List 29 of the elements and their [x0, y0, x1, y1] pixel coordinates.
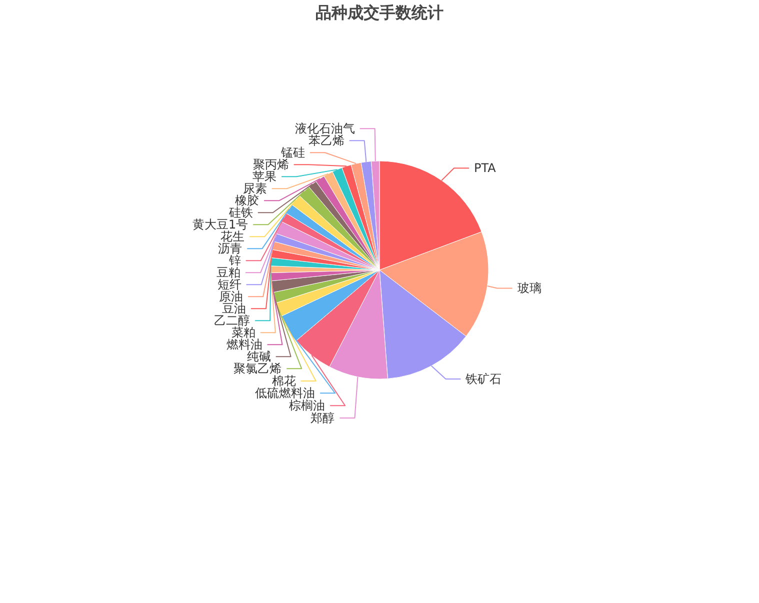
slice-label: 苯乙烯	[308, 134, 344, 148]
slice-label: 棕榈油	[289, 398, 326, 413]
slice-label: 原油	[219, 290, 244, 304]
slice-label: 黄大豆1号	[192, 218, 248, 232]
chart-title: 品种成交手数统计	[316, 3, 444, 22]
slice-label: 花生	[220, 230, 245, 244]
slice-label: PTA	[474, 161, 497, 176]
slice-label: 菜粕	[231, 326, 256, 340]
slice-label: 豆粕	[216, 266, 241, 280]
slice-label: 沥青	[218, 242, 242, 256]
slice-label: 尿素	[242, 182, 267, 196]
slice-label: 郑醇	[310, 410, 335, 425]
slice-label: 豆油	[222, 302, 246, 316]
slice-label: 低硫燃料油	[255, 386, 316, 400]
slice-label: 硅铁	[228, 206, 253, 220]
slice-label: 短纤	[217, 278, 242, 292]
slice-label: 纯碱	[246, 350, 271, 364]
slice-label: 棉花	[272, 374, 296, 388]
slice-label: 锰硅	[280, 146, 305, 160]
slice-label: 燃料油	[226, 338, 262, 352]
slice-label: 橡胶	[235, 194, 260, 208]
slice-label: 聚氯乙烯	[234, 362, 282, 376]
slice-label: 液化石油气	[294, 122, 355, 136]
slice-label: 玻璃	[517, 281, 542, 296]
slice-label: 铁矿石	[464, 372, 502, 386]
slice-label: 乙二醇	[214, 314, 250, 328]
slice-label: 聚丙烯	[252, 158, 289, 172]
slice-label: 苹果	[252, 170, 277, 184]
slice-label: 锌	[228, 254, 241, 268]
